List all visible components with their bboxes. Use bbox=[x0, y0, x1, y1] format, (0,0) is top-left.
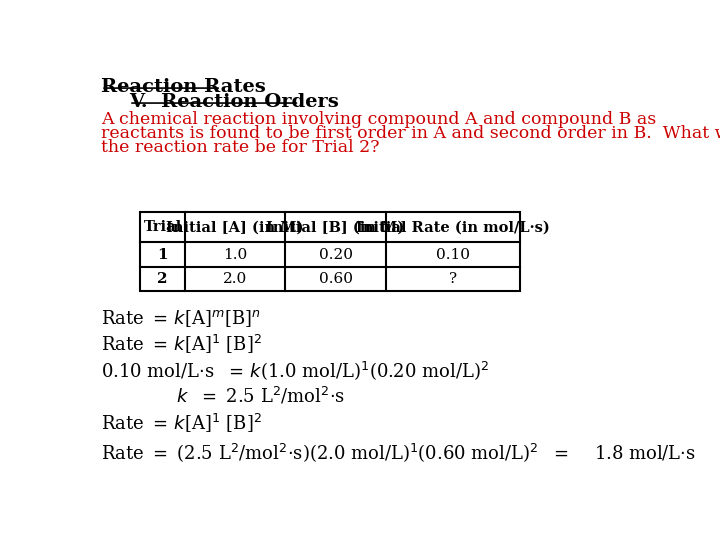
Text: 0.20: 0.20 bbox=[318, 248, 353, 262]
Text: 0.10 mol/L$\cdot$s  $= \,k$(1.0 mol/L)$^{1}$(0.20 mol/L)$^{2}$: 0.10 mol/L$\cdot$s $= \,k$(1.0 mol/L)$^{… bbox=[101, 359, 489, 382]
Text: Initial Rate (in mol/L·s): Initial Rate (in mol/L·s) bbox=[356, 220, 549, 234]
Text: 2.0: 2.0 bbox=[223, 272, 247, 286]
Text: Rate $= \,k$[A]$^{m}$[B]$^{n}$: Rate $= \,k$[A]$^{m}$[B]$^{n}$ bbox=[101, 308, 261, 329]
Text: 1: 1 bbox=[157, 248, 168, 262]
Text: Rate $= \,k$[A]$^{1}$ [B]$^{2}$: Rate $= \,k$[A]$^{1}$ [B]$^{2}$ bbox=[101, 333, 262, 356]
Text: Initial [B] (in M): Initial [B] (in M) bbox=[266, 220, 405, 234]
Text: V.  Reaction Orders: V. Reaction Orders bbox=[129, 93, 339, 111]
Text: Rate $= \,k$[A]$^{1}$ [B]$^{2}$: Rate $= \,k$[A]$^{1}$ [B]$^{2}$ bbox=[101, 413, 262, 435]
Text: 2: 2 bbox=[157, 272, 168, 286]
Text: A chemical reaction involving compound A and compound B as: A chemical reaction involving compound A… bbox=[101, 111, 657, 127]
Text: 0.10: 0.10 bbox=[436, 248, 469, 262]
Text: reactants is found to be first order in A and second order in B.  What will: reactants is found to be first order in … bbox=[101, 125, 720, 141]
Bar bbox=[140, 212, 520, 292]
Text: the reaction rate be for Trial 2?: the reaction rate be for Trial 2? bbox=[101, 139, 379, 156]
Text: $k$  $=$ 2.5 L$^{2}$/mol$^{2}$$\cdot$s: $k$ $=$ 2.5 L$^{2}$/mol$^{2}$$\cdot$s bbox=[176, 386, 346, 407]
Text: 0.60: 0.60 bbox=[318, 272, 353, 286]
Text: Rate $=$ (2.5 L$^{2}$/mol$^{2}$$\cdot$s)(2.0 mol/L)$^{1}$(0.60 mol/L)$^{2}$  $=$: Rate $=$ (2.5 L$^{2}$/mol$^{2}$$\cdot$s)… bbox=[101, 441, 696, 464]
Text: Reaction Rates: Reaction Rates bbox=[101, 78, 266, 96]
Text: Initial [A] (in M): Initial [A] (in M) bbox=[166, 220, 304, 234]
Text: ?: ? bbox=[449, 272, 456, 286]
Text: Trial: Trial bbox=[143, 220, 181, 234]
Text: 1.0: 1.0 bbox=[223, 248, 247, 262]
